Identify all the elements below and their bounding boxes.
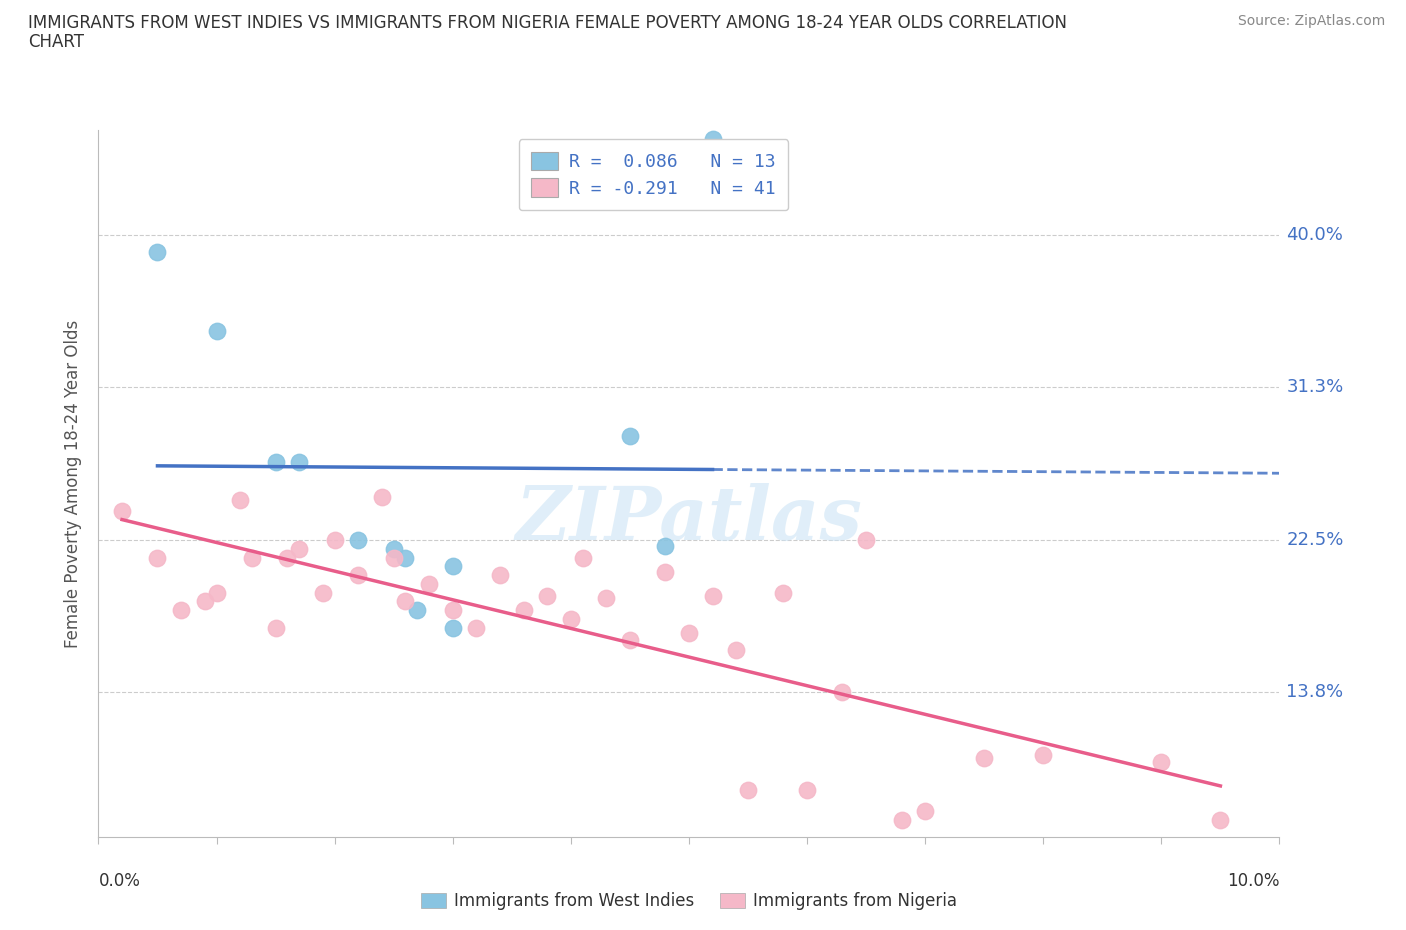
Point bbox=[264, 620, 287, 635]
Text: 22.5%: 22.5% bbox=[1286, 531, 1344, 550]
Legend: R =  0.086   N = 13, R = -0.291   N = 41: R = 0.086 N = 13, R = -0.291 N = 41 bbox=[519, 140, 789, 210]
Point bbox=[323, 533, 346, 548]
Point bbox=[973, 751, 995, 766]
Point bbox=[394, 594, 416, 609]
Point bbox=[146, 245, 169, 259]
Point bbox=[831, 684, 853, 699]
Point bbox=[205, 585, 228, 600]
Point bbox=[1150, 754, 1173, 769]
Point bbox=[619, 632, 641, 647]
Point bbox=[382, 551, 405, 565]
Text: 13.8%: 13.8% bbox=[1286, 684, 1344, 701]
Point bbox=[489, 568, 512, 583]
Point bbox=[725, 643, 748, 658]
Text: IMMIGRANTS FROM WEST INDIES VS IMMIGRANTS FROM NIGERIA FEMALE POVERTY AMONG 18-2: IMMIGRANTS FROM WEST INDIES VS IMMIGRANT… bbox=[28, 14, 1067, 32]
Text: ZIPatlas: ZIPatlas bbox=[516, 483, 862, 555]
Point bbox=[441, 559, 464, 574]
Point bbox=[654, 565, 676, 579]
Point bbox=[240, 551, 263, 565]
Point bbox=[855, 533, 877, 548]
Text: 10.0%: 10.0% bbox=[1227, 872, 1279, 890]
Point bbox=[394, 551, 416, 565]
Text: Source: ZipAtlas.com: Source: ZipAtlas.com bbox=[1237, 14, 1385, 28]
Point bbox=[441, 603, 464, 618]
Point bbox=[406, 603, 429, 618]
Y-axis label: Female Poverty Among 18-24 Year Olds: Female Poverty Among 18-24 Year Olds bbox=[65, 320, 83, 647]
Point bbox=[288, 455, 311, 470]
Point bbox=[619, 428, 641, 443]
Point bbox=[702, 589, 724, 604]
Point bbox=[737, 782, 759, 797]
Text: 0.0%: 0.0% bbox=[98, 872, 141, 890]
Point bbox=[170, 603, 193, 618]
Text: 40.0%: 40.0% bbox=[1286, 226, 1343, 244]
Point bbox=[914, 804, 936, 818]
Point bbox=[796, 782, 818, 797]
Point bbox=[205, 324, 228, 339]
Point bbox=[560, 611, 582, 626]
Text: 31.3%: 31.3% bbox=[1286, 378, 1344, 396]
Point bbox=[595, 591, 617, 605]
Point bbox=[194, 594, 217, 609]
Point bbox=[146, 551, 169, 565]
Legend: Immigrants from West Indies, Immigrants from Nigeria: Immigrants from West Indies, Immigrants … bbox=[415, 885, 963, 917]
Point bbox=[229, 493, 252, 508]
Point bbox=[536, 589, 558, 604]
Point bbox=[288, 541, 311, 556]
Point bbox=[702, 131, 724, 146]
Point bbox=[890, 812, 912, 827]
Point bbox=[1209, 812, 1232, 827]
Point bbox=[111, 503, 134, 518]
Point bbox=[347, 568, 370, 583]
Point bbox=[678, 625, 700, 640]
Point bbox=[312, 585, 335, 600]
Point bbox=[512, 603, 534, 618]
Point bbox=[571, 551, 593, 565]
Point bbox=[347, 533, 370, 548]
Point bbox=[465, 620, 488, 635]
Point bbox=[418, 577, 440, 591]
Point bbox=[276, 551, 298, 565]
Point bbox=[264, 455, 287, 470]
Point bbox=[772, 585, 794, 600]
Point bbox=[1032, 748, 1054, 763]
Point bbox=[654, 538, 676, 553]
Point bbox=[382, 541, 405, 556]
Text: CHART: CHART bbox=[28, 33, 84, 50]
Point bbox=[371, 489, 394, 504]
Point bbox=[441, 620, 464, 635]
